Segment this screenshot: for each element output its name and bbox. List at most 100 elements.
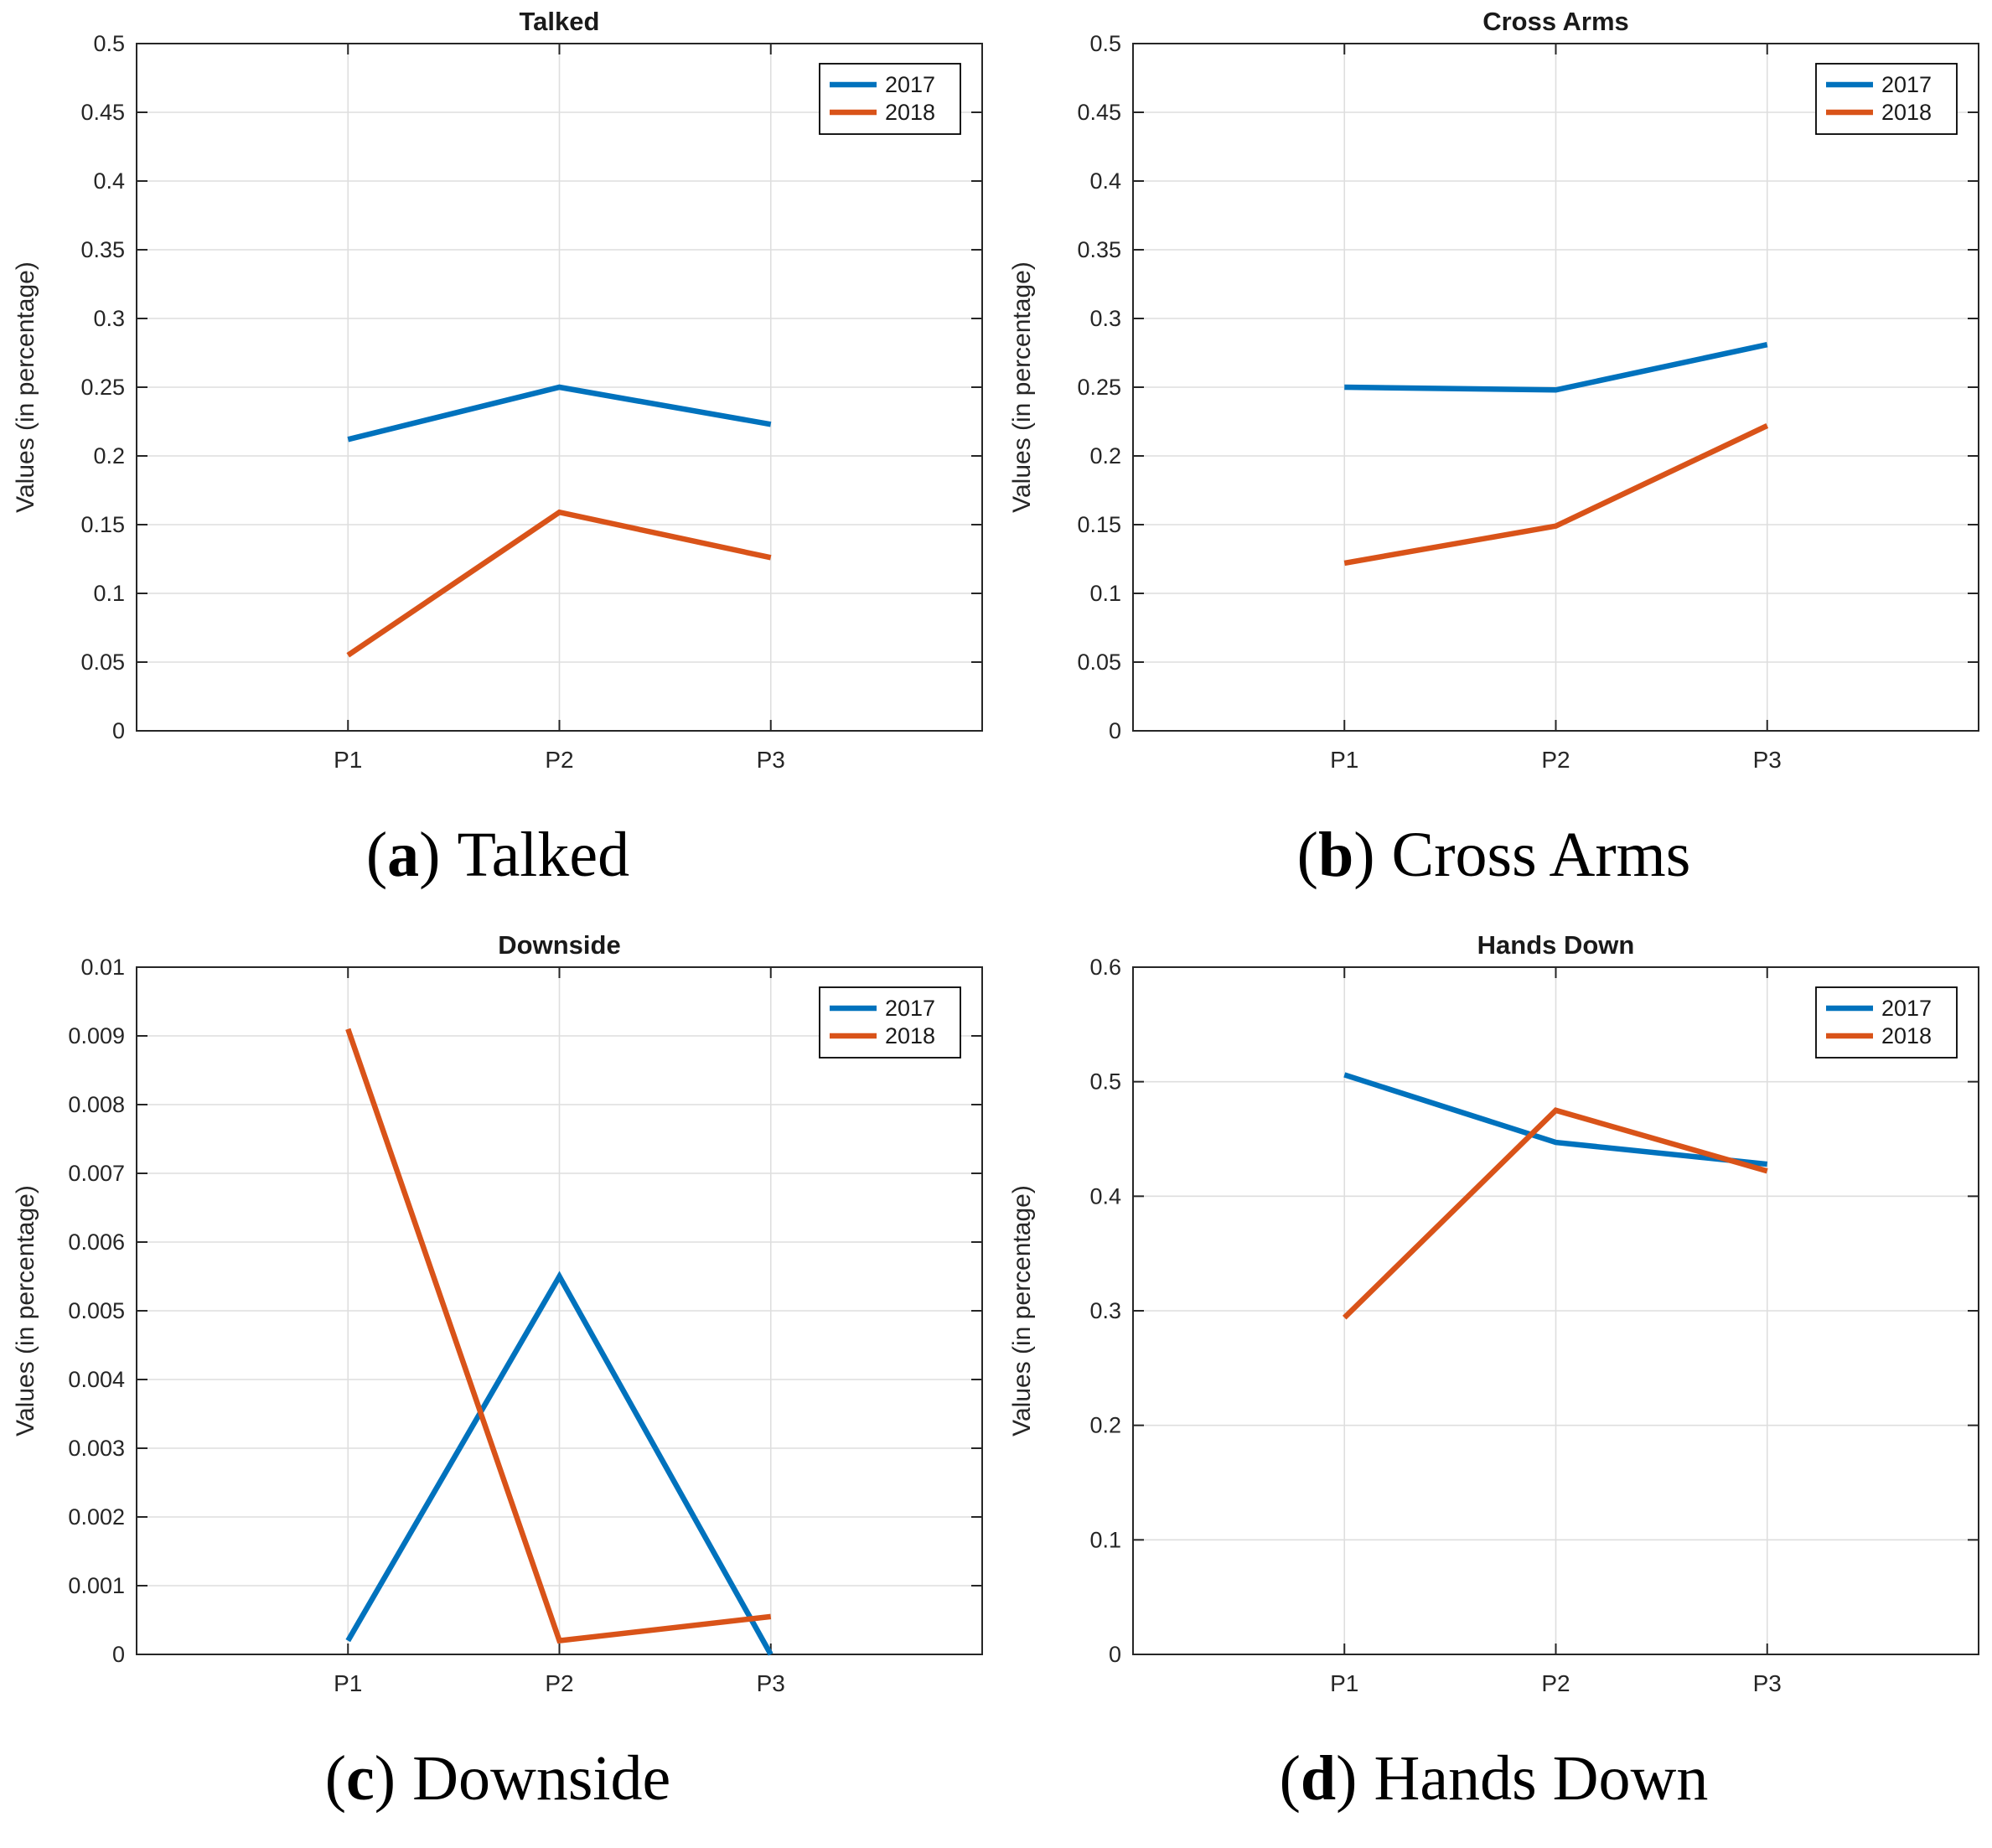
svg-text:0.4: 0.4 [1089,168,1121,194]
y-axis-label: Values (in percentage) [1008,1185,1036,1436]
legend-box [1814,986,1958,1059]
legend-label-2018: 2018 [1881,100,1932,125]
legend: 2017 2018 [819,63,961,135]
caption-close-paren: ) [374,1742,396,1814]
hands-down-line-chart: 0 0.1 0.2 0.3 0.4 0.5 0.6 P1 P2 P3 Hands Down Value… [1008,930,1979,1696]
svg-text:P1: P1 [1330,747,1358,773]
chart-title: Cross Arms [1482,7,1629,36]
svg-text:0.3: 0.3 [1089,1298,1121,1323]
x-tick-labels: P1 P2 P3 [334,1670,785,1696]
tick-marks [137,43,982,732]
svg-text:0.35: 0.35 [80,237,125,262]
legend-label-2017: 2017 [1881,72,1932,97]
svg-text:0: 0 [112,1642,125,1667]
caption-close-paren: ) [1336,1742,1358,1814]
y-tick-labels: 0 0.1 0.2 0.3 0.4 0.5 0.6 [1089,955,1121,1667]
svg-text:0.005: 0.005 [68,1298,125,1323]
caption-open-paren: ( [1279,1742,1301,1814]
caption-open-paren: ( [1296,819,1318,890]
svg-text:0.001: 0.001 [68,1573,125,1598]
caption-talked: (a) Talked [366,788,629,922]
y-tick-labels: 0 0.05 0.1 0.15 0.2 0.25 0.3 0.35 0.4 0.45 0.5 [80,31,125,743]
svg-text:0.45: 0.45 [80,100,125,125]
legend-label-2017: 2017 [885,72,935,97]
legend-box [1814,63,1958,135]
svg-text:0.006: 0.006 [68,1229,125,1255]
series-line-2018 [346,509,772,658]
chart-panel-hands-down: 0 0.1 0.2 0.3 0.4 0.5 0.6 P1 P2 P3 Hands Down Value… [996,924,1992,1848]
svg-text:0.1: 0.1 [93,581,125,606]
tick-marks [1132,43,1979,732]
svg-text:0.05: 0.05 [80,650,125,675]
svg-text:P3: P3 [1752,1670,1781,1696]
caption-close-paren: ) [419,819,441,890]
chart-panel-downside: 0 0.001 0.002 0.003 0.004 0.005 0.006 0.007 0.00… [0,924,996,1848]
caption-open-paren: ( [324,1742,347,1814]
svg-text:0.003: 0.003 [68,1436,125,1461]
svg-text:0.5: 0.5 [93,31,125,56]
svg-text:0.5: 0.5 [1089,1069,1121,1095]
svg-text:0.4: 0.4 [93,168,125,194]
legend-label-2018: 2018 [1881,1023,1932,1048]
legend-label-2018: 2018 [885,100,935,125]
svg-text:P1: P1 [334,1670,362,1696]
tick-marks [1132,966,1979,1655]
svg-text:0: 0 [112,718,125,743]
svg-text:0: 0 [1108,1642,1120,1667]
talked-line-chart: 0 0.05 0.1 0.15 0.2 0.25 0.3 0.35 0.4 0.45 0.5 P1 P2… [12,7,983,773]
svg-text:0.007: 0.007 [68,1161,125,1186]
chart-panel-cross-arms: 0 0.05 0.1 0.15 0.2 0.25 0.3 0.35 0.4 0.45 0.5 P1 P2… [996,0,1992,924]
x-tick-labels: P1 P2 P3 [334,747,785,773]
caption-hands-down: (d) Hands Down [1280,1711,1709,1845]
svg-text:0.3: 0.3 [1089,306,1121,331]
svg-text:P3: P3 [757,747,785,773]
svg-text:0.15: 0.15 [80,512,125,537]
caption-open-paren: ( [365,819,388,890]
gridlines [1132,967,1979,1654]
caption-text: Hands Down [1374,1742,1709,1814]
caption-close-paren: ) [1353,819,1375,890]
svg-text:0.004: 0.004 [68,1367,125,1392]
series-line-2017 [347,384,772,443]
series-line-2018 [1343,422,1768,567]
legend-box [819,63,961,135]
svg-text:P3: P3 [757,1670,785,1696]
chart-title: Downside [498,930,620,960]
series-line-2018 [1342,1107,1768,1320]
caption-text: Downside [412,1742,671,1814]
svg-text:0.5: 0.5 [1089,31,1121,56]
gridlines [137,967,982,1654]
svg-text:P2: P2 [545,1670,573,1696]
svg-text:0.2: 0.2 [93,443,125,468]
legend-label-2018: 2018 [885,1023,935,1048]
caption-letter: a [387,819,420,890]
y-tick-labels: 0 0.05 0.1 0.15 0.2 0.25 0.3 0.35 0.4 0.45 0.5 [1077,31,1121,743]
svg-text:P2: P2 [1541,1670,1570,1696]
y-axis-label: Values (in percentage) [12,1185,39,1436]
caption-cross-arms: (b) Cross Arms [1297,788,1691,922]
svg-text:0.008: 0.008 [68,1092,125,1117]
series-line-2017 [1343,341,1767,393]
svg-text:0.05: 0.05 [1077,650,1121,675]
chart-title: Hands Down [1477,930,1634,960]
caption-letter: c [346,1742,375,1814]
svg-text:P1: P1 [334,747,362,773]
cross-arms-line-chart: 0 0.05 0.1 0.15 0.2 0.25 0.3 0.35 0.4 0.45 0.5 P1 P2… [1008,7,1979,773]
svg-text:0.2: 0.2 [1089,1413,1121,1438]
caption-downside: (c) Downside [325,1711,671,1845]
series-line-2018 [345,1028,772,1644]
legend-label-2017: 2017 [885,996,935,1021]
svg-text:P3: P3 [1752,747,1781,773]
chart-panel-talked: 0 0.05 0.1 0.15 0.2 0.25 0.3 0.35 0.4 0.45 0.5 P1 P2… [0,0,996,924]
caption-letter: d [1300,1742,1337,1814]
svg-text:0.35: 0.35 [1077,237,1121,262]
svg-text:0.009: 0.009 [68,1023,125,1048]
series-line-2017 [1343,1072,1767,1167]
legend-box [819,986,961,1059]
legend-label-2017: 2017 [1881,996,1932,1021]
svg-text:0.1: 0.1 [1089,581,1121,606]
svg-text:0.1: 0.1 [1089,1527,1121,1552]
